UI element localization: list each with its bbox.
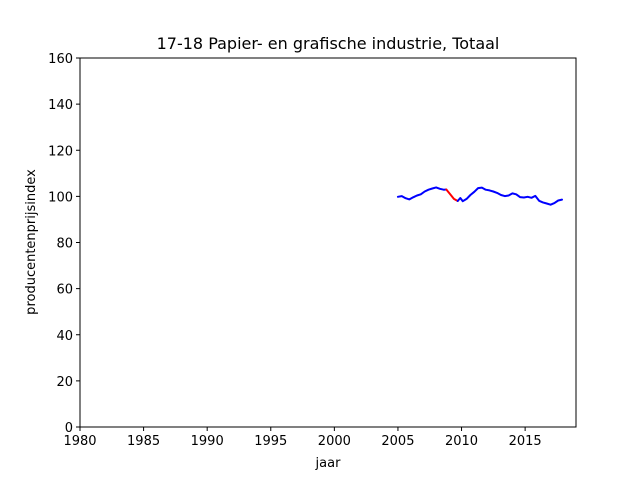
plot-area: 1980 1985 1990 1995 2000 2005 2010 2015 0 20 40 60 8… bbox=[48, 52, 577, 449]
series-line-1 bbox=[445, 188, 459, 202]
y-tick-label: 140 bbox=[48, 98, 73, 113]
x-tick-label: 2015 bbox=[509, 434, 542, 449]
y-tick-label: 120 bbox=[48, 144, 73, 159]
y-tick-label: 60 bbox=[56, 283, 73, 298]
y-tick-label: 0 bbox=[65, 421, 73, 436]
y-axis-label: producentenprijsindex bbox=[24, 169, 39, 315]
x-tick-label: 1980 bbox=[63, 434, 96, 449]
chart-title: 17-18 Papier- en grafische industrie, To… bbox=[157, 34, 500, 53]
x-tick-label: 2000 bbox=[318, 434, 351, 449]
y-tick-label: 100 bbox=[48, 190, 73, 205]
x-tick-label: 1990 bbox=[191, 434, 224, 449]
x-tick-label: 2010 bbox=[445, 434, 478, 449]
y-tick-label: 80 bbox=[56, 237, 73, 252]
plot-frame bbox=[79, 57, 577, 428]
series-line-2 bbox=[456, 186, 563, 206]
y-tick-label: 160 bbox=[48, 52, 73, 67]
x-tick-label: 1995 bbox=[254, 434, 287, 449]
y-tick-label: 20 bbox=[56, 375, 73, 390]
x-tick-label: 2005 bbox=[381, 434, 414, 449]
y-tick-label: 40 bbox=[56, 329, 73, 344]
x-tick-label: 1985 bbox=[127, 434, 160, 449]
series-line-0 bbox=[396, 186, 448, 201]
x-axis-label: jaar bbox=[315, 456, 342, 471]
